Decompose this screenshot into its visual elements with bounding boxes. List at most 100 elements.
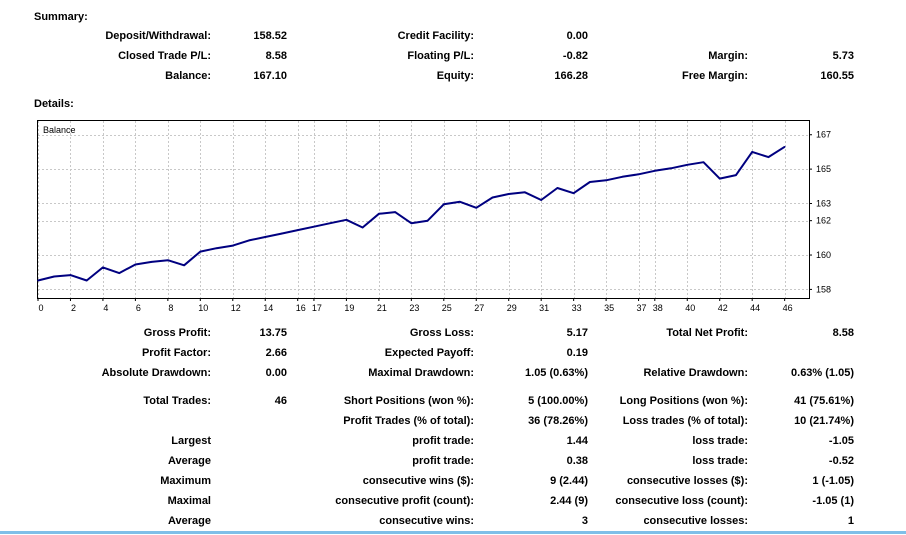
stats-label: Profit Trades (% of total): (343, 415, 474, 427)
x-tick-label: 21 (377, 303, 387, 313)
x-tick-label: 8 (168, 303, 173, 313)
y-tick-label: 167 (816, 130, 831, 140)
balance-point (232, 244, 234, 247)
balance-point (183, 264, 185, 267)
x-tick-label: 23 (409, 303, 419, 313)
balance-point (621, 176, 624, 178)
x-tick-label: 10 (198, 303, 208, 313)
x-tick-label: 19 (344, 303, 354, 313)
stats-label: Maximal (167, 495, 211, 507)
stats-value: -1.05 (828, 435, 854, 447)
summary-value: 5.73 (832, 50, 854, 62)
balance-point (686, 164, 689, 166)
stats-label: Largest (171, 435, 211, 447)
stats-label: Total Trades: (143, 395, 211, 407)
stats-label: Short Positions (won %): (343, 395, 474, 407)
balance-point (475, 207, 478, 209)
balance-point (718, 177, 721, 180)
balance-chart-svg: 0 2 4 6 8 10 12 14 16 17 19 21 23 25 27 29 31 33 35 37 38 40 4… (37, 121, 831, 313)
stats-label: Long Positions (won %): (619, 395, 748, 407)
x-tick-label: 46 (783, 303, 793, 313)
x-tick-label: 40 (685, 303, 695, 313)
stats-value: -0.52 (828, 455, 854, 467)
stats-label: profit trade: (412, 435, 474, 447)
stats-label: loss trade: (692, 455, 748, 467)
stats-value: 5.17 (566, 327, 588, 339)
stats-label: loss trade: (692, 435, 748, 447)
x-tick-label: 0 (38, 303, 43, 313)
balance-point (524, 191, 526, 194)
y-tick-label: 162 (816, 216, 831, 226)
x-tick-label: 25 (442, 303, 452, 313)
stats-label: consecutive wins ($): (362, 475, 474, 487)
stats-label: Absolute Drawdown: (101, 367, 211, 379)
x-tick-label: 16 (296, 303, 306, 313)
balance-point (767, 156, 770, 158)
x-tick-label: 6 (136, 303, 141, 313)
summary-value: 167.10 (253, 70, 287, 82)
balance-point (410, 222, 413, 224)
balance-point (783, 146, 786, 148)
balance-point (150, 261, 153, 263)
x-tick-label: 42 (718, 303, 728, 313)
stats-label: Total Net Profit: (666, 327, 748, 339)
x-tick-label: 31 (539, 303, 549, 313)
y-tick-label: 163 (816, 198, 831, 208)
x-tick-label: 35 (604, 303, 614, 313)
balance-point (507, 193, 510, 195)
details-title: Details: (34, 98, 74, 110)
stats-label: profit trade: (412, 455, 474, 467)
stats-value: 0.38 (566, 455, 588, 467)
stats-value: 0.00 (265, 367, 287, 379)
balance-chart (37, 120, 810, 299)
summary-label: Floating P/L: (407, 50, 474, 62)
balance-point (572, 192, 575, 194)
balance-point (426, 219, 429, 222)
x-tick-label: 33 (572, 303, 582, 313)
balance-point (296, 229, 299, 231)
stats-value: 41 (75.61%) (794, 395, 854, 407)
summary-value: 166.28 (554, 70, 588, 82)
balance-point (540, 199, 542, 201)
stats-label: consecutive losses: (643, 515, 748, 527)
balance-point (443, 203, 445, 206)
x-tick-label: 29 (507, 303, 517, 313)
stats-value: 1.05 (0.63%) (525, 367, 588, 379)
x-tick-label: 17 (312, 303, 322, 313)
summary-value: 160.55 (820, 70, 854, 82)
balance-point (378, 213, 380, 215)
stats-value: 36 (78.26%) (528, 415, 588, 427)
balance-point (556, 187, 559, 189)
balance-point (280, 232, 283, 235)
balance-point (361, 226, 364, 229)
y-tick-label: 160 (816, 250, 831, 260)
stats-label: consecutive profit (count): (335, 495, 474, 507)
balance-point (215, 247, 218, 249)
stats-value: 10 (21.74%) (794, 415, 854, 427)
summary-label: Free Margin: (681, 70, 748, 82)
summary-label: Margin: (708, 50, 748, 62)
stats-value: 46 (274, 395, 287, 407)
balance-point (605, 179, 607, 182)
balance-point (670, 167, 672, 170)
balance-point (394, 211, 396, 213)
balance-point (248, 239, 250, 242)
balance-point (118, 272, 120, 274)
y-tick-label: 165 (816, 164, 831, 174)
balance-point (589, 181, 591, 183)
x-tick-label: 2 (71, 303, 76, 313)
stats-label: Average (167, 455, 211, 467)
stats-value: 2.66 (265, 347, 287, 359)
balance-point (637, 173, 640, 176)
balance-point (491, 196, 494, 199)
summary-label: Balance: (165, 70, 211, 82)
balance-point (167, 259, 169, 262)
x-tick-label: 37 (637, 303, 647, 313)
summary-value: 0.00 (566, 30, 588, 42)
stats-value: 3 (581, 515, 588, 527)
balance-point (134, 263, 137, 266)
x-tick-label: 27 (474, 303, 484, 313)
summary-title: Summary: (34, 11, 88, 23)
balance-point (53, 275, 55, 278)
summary-label: Closed Trade P/L: (118, 50, 211, 62)
